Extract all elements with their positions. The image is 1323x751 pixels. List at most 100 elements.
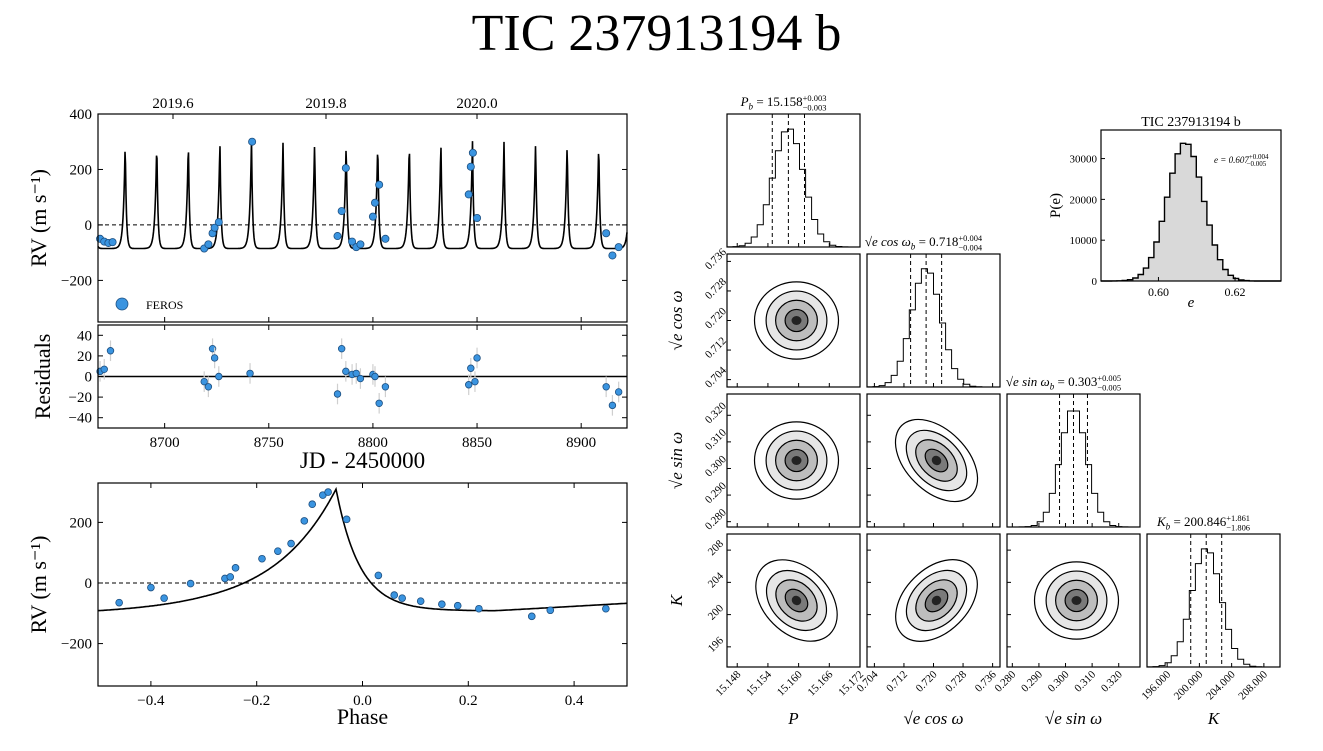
ecc-hist-frame xyxy=(1100,129,1282,282)
residual-point xyxy=(465,381,473,389)
corner-cell-3-1 xyxy=(866,533,1001,668)
corner-xtick-label: 15.160 xyxy=(775,668,805,698)
residuals-ylabel: Residuals xyxy=(30,334,55,420)
rv-time-ytick-label: 200 xyxy=(70,162,93,178)
corner-xtick-label: 208.000 xyxy=(1236,668,1270,702)
phase-data-point xyxy=(115,598,123,607)
residual-point xyxy=(602,383,610,391)
rv-phase-xtick-label: 0.2 xyxy=(459,693,478,709)
residual-point xyxy=(467,364,475,372)
residual-point xyxy=(371,372,379,381)
rv-phase-panel: 200 0 −200 −0.4 −0.2 0.0 0.2 0.4 RV (m s⁻¹) Phase xyxy=(26,482,628,729)
rv-phase-xlabel: Phase xyxy=(337,704,388,729)
corner-xtick-label: 15.154 xyxy=(744,668,774,698)
density-peak xyxy=(791,456,802,465)
corner-xtick-label: 15.166 xyxy=(806,668,836,698)
rv-data-point xyxy=(466,162,475,171)
phase-data-point xyxy=(398,594,406,602)
rv-phase-xtick-label: −0.2 xyxy=(243,693,270,709)
ecc-ytick-label: 10000 xyxy=(1070,235,1098,247)
phase-data-point xyxy=(527,612,536,621)
density-peak xyxy=(931,595,942,606)
figure-title: TIC 237913194 b xyxy=(471,5,842,62)
corner-frame xyxy=(1006,393,1141,528)
rv-data-point xyxy=(464,190,473,199)
corner-ytick-label: 204 xyxy=(706,570,727,591)
corner-xtick-label: 200.000 xyxy=(1172,668,1206,702)
residual-point xyxy=(473,354,481,362)
corner-cell-2-2: √e sin ωb = 0.303+0.005 −0.005 xyxy=(1006,373,1141,528)
ecc-ytick-label: 20000 xyxy=(1070,194,1098,206)
phase-data-point xyxy=(416,597,425,605)
phase-data-point xyxy=(390,591,399,599)
residual-point xyxy=(471,377,479,386)
phase-data-point xyxy=(324,488,332,496)
corner-xlabel: √e sin ω xyxy=(1045,709,1102,728)
corner-ylabel: √e cos ω xyxy=(667,290,686,350)
corner-cell-2-1 xyxy=(866,393,1001,528)
density-peak xyxy=(1071,596,1082,605)
corner-xtick-label: 0.300 xyxy=(1046,668,1072,694)
ecc-ytick-label: 30000 xyxy=(1070,154,1098,166)
year-tick-label: 2019.6 xyxy=(152,96,194,112)
corner-xlabel: P xyxy=(787,709,798,728)
rv-phase-ytick-label: 200 xyxy=(70,515,93,531)
phase-data-point xyxy=(374,571,383,580)
ecc-hist-outline xyxy=(1101,142,1281,282)
phase-data-point xyxy=(438,600,446,608)
corner-xtick-label: 196.000 xyxy=(1140,668,1174,702)
residual-point xyxy=(333,390,342,398)
residuals-xtick-label: 8800 xyxy=(358,435,388,451)
rv-phase-frame xyxy=(97,482,628,687)
ecc-xtick-label: 0.62 xyxy=(1225,285,1246,299)
rv-time-frame xyxy=(97,113,628,323)
phase-model-curve xyxy=(97,486,627,612)
year-tick-label: 2020.0 xyxy=(456,96,497,112)
phase-data-point xyxy=(226,573,235,581)
phase-data-point xyxy=(186,579,195,588)
phase-data-point xyxy=(546,606,555,615)
phase-data-point xyxy=(300,517,309,525)
rv-data-point xyxy=(370,198,379,207)
corner-xtick-label: 0.720 xyxy=(914,668,940,694)
residual-point xyxy=(215,372,223,381)
corner-xtick-label: 0.320 xyxy=(1099,668,1125,694)
corner-ytick-label: 0.728 xyxy=(703,275,729,301)
posterior-histogram xyxy=(726,128,860,248)
rv-data-point xyxy=(368,212,377,221)
residual-point xyxy=(200,377,208,386)
residuals-ytick-label: −40 xyxy=(69,411,92,427)
corner-title: √e cos ωb = 0.718+0.004 −0.004 xyxy=(865,233,983,253)
corner-ytick-label: 0.290 xyxy=(703,480,729,506)
phase-data-point xyxy=(453,601,462,610)
ecc-ytick-label: 0 xyxy=(1092,276,1098,288)
corner-xtick-label: 0.736 xyxy=(973,668,999,694)
rv-data-point xyxy=(468,148,477,157)
rv-model-curve xyxy=(97,139,628,250)
residuals-xtick-label: 8750 xyxy=(254,435,284,451)
corner-ytick-label: 0.310 xyxy=(703,426,729,452)
phase-data-point xyxy=(342,515,351,524)
residuals-xtick-label: 8850 xyxy=(462,435,492,451)
corner-ytick-label: 0.712 xyxy=(703,335,729,361)
ecc-xtick-label: 0.60 xyxy=(1148,285,1169,299)
rv-data-point xyxy=(348,237,357,246)
density-peak xyxy=(791,595,802,606)
corner-xtick-label: 15.148 xyxy=(713,668,743,698)
residual-point xyxy=(210,354,219,362)
ecc-annotation: e = 0.607+0.004 −0.005 xyxy=(1214,153,1269,168)
rv-data-point xyxy=(108,238,117,247)
rv-time-panel: 400 200 0 −200 2019.6 2019.8 2020.0 RV (m s⁻¹) F… xyxy=(26,96,628,323)
corner-title: Kb = 200.846+1.861 −1.806 xyxy=(1156,513,1250,533)
corner-ytick-label: 0.280 xyxy=(703,506,729,532)
phase-data-point xyxy=(160,594,168,602)
legend-label: FEROS xyxy=(146,298,183,312)
corner-xtick-label: 204.000 xyxy=(1204,668,1238,702)
phase-data-point xyxy=(308,500,317,509)
ecc-xlabel: e xyxy=(1188,295,1195,311)
residual-point xyxy=(352,369,360,378)
rv-data-point xyxy=(333,232,342,241)
corner-ytick-label: 0.704 xyxy=(703,364,729,390)
density-peak xyxy=(931,455,942,466)
